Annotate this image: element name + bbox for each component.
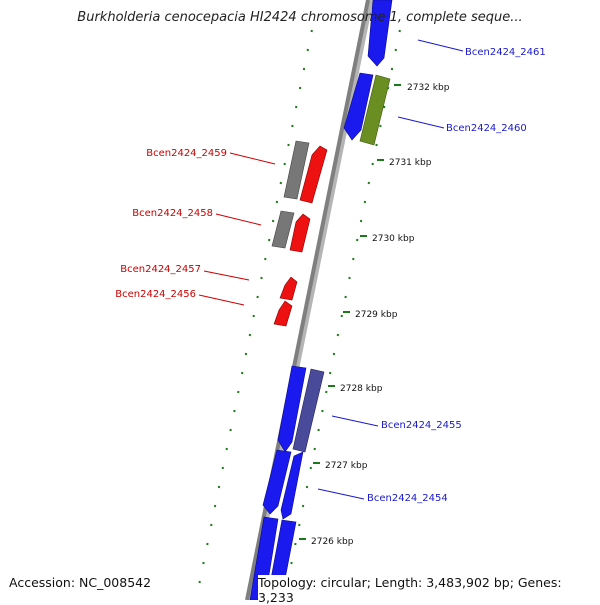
tick-2728: 2728 kbp [328, 384, 383, 394]
tick-label: 2728 kbp [340, 384, 383, 394]
gene-label[interactable]: Bcen2424_2459 [146, 148, 227, 159]
map-title: Burkholderia cenocepacia HI2424 chromoso… [0, 10, 600, 25]
chromosome-backbone [247, 0, 368, 600]
gene-arrow-2458[interactable] [290, 214, 310, 252]
gene-label-group-2455[interactable]: Bcen2424_2455 [332, 416, 462, 431]
gene-label-group-2458[interactable]: Bcen2424_2458 [132, 208, 261, 225]
gene-arrow-2456[interactable] [274, 301, 292, 326]
gene-label-group-2461[interactable]: Bcen2424_2461 [418, 40, 546, 58]
gene-label-group-2460[interactable]: Bcen2424_2460 [398, 117, 527, 134]
tick-label: 2727 kbp [325, 461, 368, 471]
tick-label: 2729 kbp [355, 310, 398, 320]
gene-label[interactable]: Bcen2424_2457 [120, 264, 201, 275]
gene-box-2458-grey [272, 211, 294, 248]
gene-label[interactable]: Bcen2424_2458 [132, 208, 213, 219]
gene-label-group-2454[interactable]: Bcen2424_2454 [318, 489, 448, 504]
gene-label-group-2456[interactable]: Bcen2424_2456 [115, 289, 244, 305]
gene-label[interactable]: Bcen2424_2455 [381, 420, 462, 431]
tick-2732: 2732 kbp [394, 83, 450, 93]
gene-arrow-2457[interactable] [280, 277, 297, 300]
tick-2727: 2727 kbp [313, 461, 368, 471]
tick-2729: 2729 kbp [343, 310, 398, 320]
gene-label-group-2457[interactable]: Bcen2424_2457 [120, 264, 249, 280]
tick-2726: 2726 kbp [299, 537, 354, 547]
tick-label: 2730 kbp [372, 234, 415, 244]
tick-2730: 2730 kbp [360, 234, 415, 244]
tick-label: 2726 kbp [311, 537, 354, 547]
gene-label-group-2459[interactable]: Bcen2424_2459 [146, 148, 275, 164]
tick-label: 2731 kbp [389, 158, 432, 168]
gene-label[interactable]: Bcen2424_2456 [115, 289, 196, 300]
tick-label: 2732 kbp [407, 83, 450, 93]
accession-text: Accession: NC_008542 [9, 575, 151, 590]
gene-label[interactable]: Bcen2424_2460 [446, 123, 527, 134]
topology-text: Topology: circular; Length: 3,483,902 bp… [258, 575, 600, 605]
gene-label[interactable]: Bcen2424_2461 [465, 47, 546, 58]
tick-2731: 2731 kbp [377, 158, 432, 168]
gene-label[interactable]: Bcen2424_2454 [367, 493, 448, 504]
outer-dotted-ring [200, 30, 312, 583]
